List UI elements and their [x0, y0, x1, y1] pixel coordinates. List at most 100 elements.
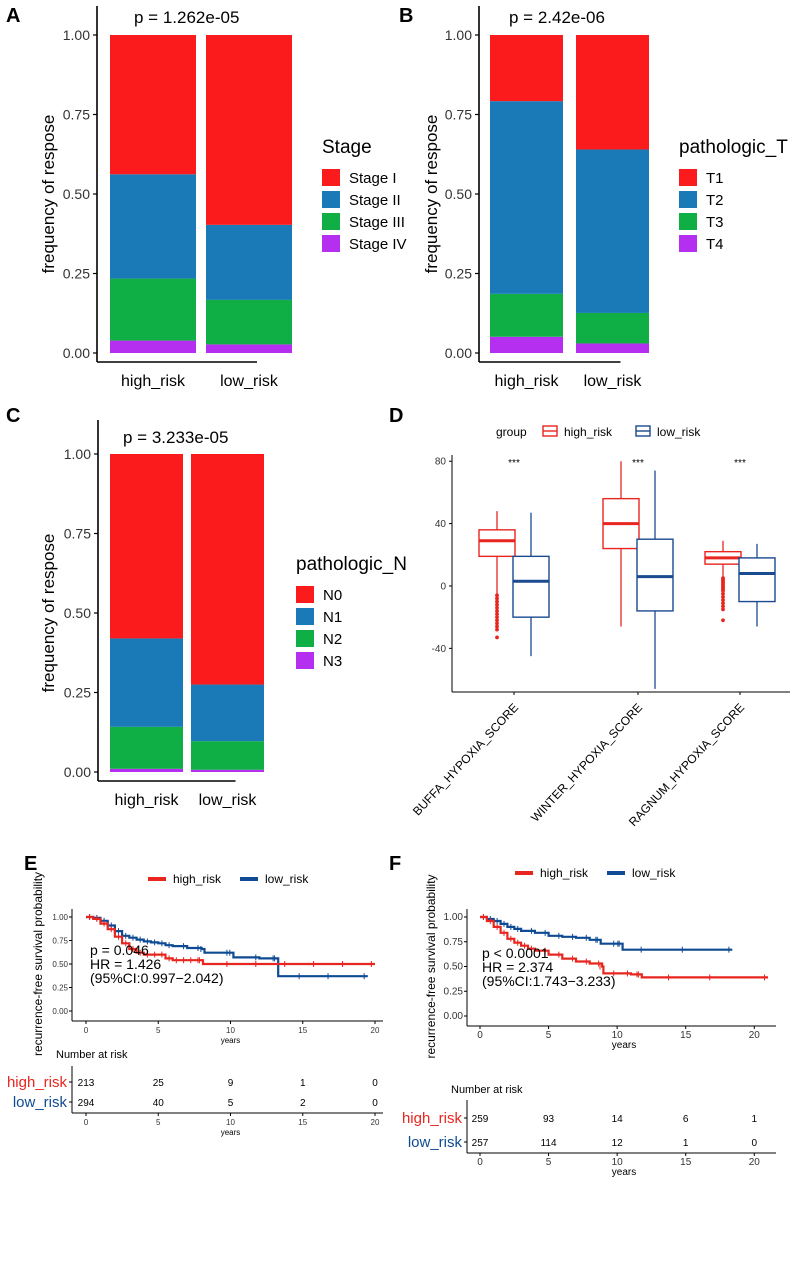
- bar-segment-t1-low-risk: [576, 35, 649, 150]
- x-tick-label: high_risk: [121, 373, 186, 390]
- legend-label: N2: [323, 631, 342, 648]
- outlier-point: [721, 591, 725, 596]
- legend-swatch: [679, 169, 697, 186]
- x-tick-label: low_risk: [584, 373, 643, 390]
- risk-table-count: 5: [228, 1098, 234, 1109]
- outlier-point: [495, 602, 499, 607]
- legend-label: Stage IV: [349, 236, 407, 253]
- y-tick-label: 1.00: [52, 913, 68, 922]
- y-axis-title: frequency of respose: [39, 115, 58, 274]
- bar-segment-n0-low-risk: [191, 454, 264, 685]
- x-tick-label: high_risk: [494, 373, 559, 390]
- risk-table-count: 6: [683, 1114, 689, 1125]
- legend-label: T3: [706, 214, 724, 231]
- risk-table-x-tick-label: 20: [749, 1157, 761, 1168]
- bar-segment-stage-ii-high-risk: [110, 174, 196, 279]
- risk-table-count: 0: [372, 1078, 378, 1089]
- risk-table-count: 1: [683, 1138, 689, 1149]
- y-tick-label: 0.75: [64, 526, 91, 542]
- y-tick-label: 0.50: [64, 605, 91, 621]
- risk-table-x-tick-label: 15: [680, 1157, 692, 1168]
- outlier-point: [721, 601, 725, 606]
- risk-table-count: 114: [541, 1138, 557, 1149]
- y-tick-label: 0.75: [445, 107, 472, 123]
- outlier-point: [721, 588, 725, 593]
- legend-swatch: [322, 169, 340, 186]
- box-buffa-hypoxia-score-high-risk: [478, 529, 516, 558]
- risk-table-x-axis-title: years: [221, 1128, 241, 1137]
- legend-title: group: [496, 425, 527, 439]
- bar-segment-n2-high-risk: [110, 726, 183, 769]
- risk-table-row-label: high_risk: [402, 1110, 463, 1127]
- x-tick-label: 0: [84, 1026, 89, 1035]
- y-tick-label: 0.50: [445, 186, 472, 202]
- risk-table-count: 93: [543, 1114, 555, 1125]
- x-tick-label: 10: [226, 1026, 235, 1035]
- legend-swatch: [296, 608, 314, 625]
- legend-swatch: [322, 191, 340, 208]
- risk-table-row-label: low_risk: [408, 1134, 463, 1151]
- chart-title: p = 1.262e-05: [134, 8, 239, 27]
- risk-table-x-tick-label: 5: [156, 1118, 161, 1127]
- y-tick-label: 40: [435, 519, 447, 530]
- y-axis-title: recurrence-free survival probability: [424, 874, 438, 1058]
- y-tick-label: 0.75: [63, 107, 90, 123]
- x-tick-label: 5: [546, 1030, 552, 1041]
- panel-label-a: A: [6, 5, 20, 27]
- legend-label: Stage II: [349, 192, 401, 209]
- legend-label: T1: [706, 170, 724, 187]
- legend-label: low_risk: [632, 866, 676, 880]
- risk-table-count: 257: [472, 1138, 489, 1149]
- y-tick-label: -40: [432, 644, 447, 655]
- y-tick-label: 0.75: [52, 937, 68, 946]
- y-tick-label: 0.00: [64, 764, 91, 780]
- risk-table-x-tick-label: 5: [546, 1157, 552, 1168]
- y-tick-label: 80: [435, 457, 447, 468]
- y-tick-label: 0.00: [63, 345, 90, 361]
- legend-label: Stage III: [349, 214, 405, 231]
- risk-table-count: 1: [300, 1078, 306, 1089]
- x-tick-label: low_risk: [199, 792, 258, 809]
- bar-segment-n0-high-risk: [110, 454, 183, 639]
- risk-table-x-tick-label: 20: [371, 1118, 380, 1127]
- y-tick-label: 0.00: [52, 1007, 68, 1016]
- bar-segment-t4-high-risk: [490, 336, 563, 353]
- y-tick-label: 0.25: [63, 266, 90, 282]
- bar-segment-stage-ii-low-risk: [206, 224, 292, 300]
- risk-table-row-label: low_risk: [13, 1094, 68, 1111]
- y-tick-label: 0: [440, 581, 446, 592]
- bar-segment-t2-high-risk: [490, 101, 563, 294]
- stat-line: p = 0.046: [90, 942, 149, 958]
- survival-curve-high-risk: [86, 915, 375, 966]
- risk-table-title: Number at risk: [56, 1049, 128, 1061]
- legend-swatch: [679, 213, 697, 230]
- outlier-point: [495, 615, 499, 620]
- outlier-point: [495, 618, 499, 623]
- risk-table-count: 9: [228, 1078, 234, 1089]
- significance-mark: ***: [734, 458, 746, 469]
- bar-segment-stage-i-low-risk: [206, 35, 292, 225]
- x-tick-label: 20: [749, 1030, 761, 1041]
- risk-table-x-tick-label: 0: [84, 1118, 89, 1127]
- x-axis-title: years: [221, 1036, 241, 1045]
- legend-swatch: [679, 191, 697, 208]
- survival-curve-low-risk: [480, 915, 733, 951]
- significance-mark: ***: [508, 458, 520, 469]
- bar-segment-stage-i-high-risk: [110, 35, 196, 175]
- legend-title: pathologic_N: [296, 554, 407, 575]
- legend-label: high_risk: [173, 872, 222, 886]
- stat-line: p < 0.0001: [482, 945, 549, 961]
- panel-label-c: C: [6, 405, 20, 427]
- outlier-point: [495, 596, 499, 601]
- outlier-point: [495, 593, 499, 598]
- legend-swatch: [296, 652, 314, 669]
- stage-bar-chart: 0.00 0.25 0.50 0.75 1.00 frequency of respose…: [39, 6, 407, 390]
- x-tick-label: 5: [156, 1026, 161, 1035]
- outlier-point: [495, 621, 499, 626]
- risk-table-count: 14: [612, 1114, 624, 1125]
- risk-table-count: 2: [300, 1098, 306, 1109]
- outlier-point: [721, 607, 725, 612]
- x-tick-label: RAGNUM_HYPOXIA_SCORE: [626, 700, 747, 829]
- outlier-point: [721, 594, 725, 599]
- legend-label: T4: [706, 236, 724, 253]
